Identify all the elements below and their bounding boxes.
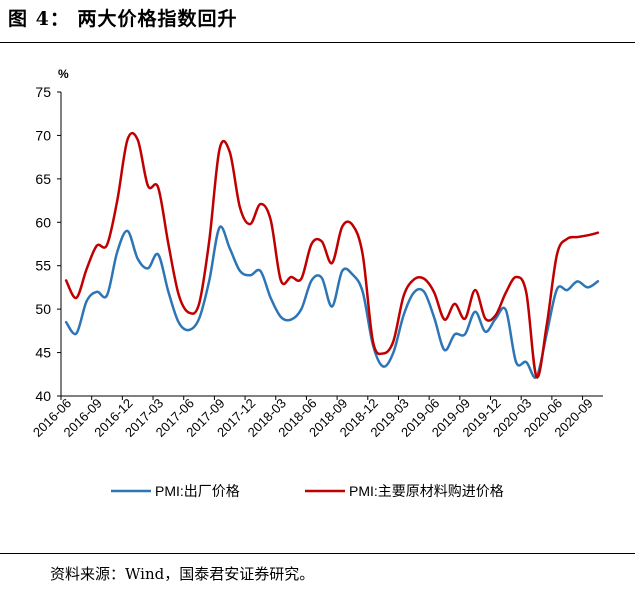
- series-line-input-price: [64, 131, 600, 379]
- legend-label-ex-factory-price: PMI:出厂价格: [155, 483, 240, 499]
- line-chart: 4045505560657075%2016-062016-092016-1220…: [30, 67, 603, 499]
- y-tick-label: 50: [35, 301, 51, 317]
- y-tick-label: 60: [35, 214, 51, 230]
- y-tick-label: 55: [35, 258, 51, 274]
- series-line-ex-factory-price: [64, 225, 600, 379]
- figure-title: 图 4： 两大价格指数回升: [8, 8, 238, 30]
- chart-series: [64, 131, 600, 379]
- y-tick-label: 70: [35, 127, 51, 143]
- y-axis-unit-label: %: [58, 67, 69, 81]
- legend-label-input-price: PMI:主要原材料购进价格: [349, 483, 504, 499]
- y-tick-label: 45: [35, 345, 51, 361]
- y-tick-label: 75: [35, 84, 51, 100]
- title-rule: [0, 42, 635, 43]
- source-note: 资料来源：Wind，国泰君安证券研究。: [50, 565, 315, 583]
- y-tick-label: 65: [35, 171, 51, 187]
- footer-rule: [0, 553, 635, 554]
- y-tick-label: 40: [35, 388, 51, 404]
- chart-legend: PMI:出厂价格 PMI:主要原材料购进价格: [111, 483, 504, 499]
